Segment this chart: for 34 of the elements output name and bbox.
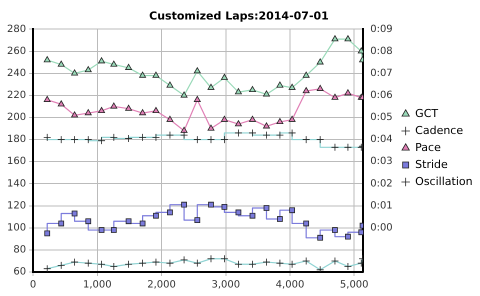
x-tick-label: 4,000 [276,280,304,291]
y-tick-label: 260 [6,46,26,57]
x-tick-label: 5,000 [340,280,369,291]
x-tick-label: 0 [30,280,36,291]
y-tick-label: 240 [6,68,26,79]
y2-tick-label: 0:07 [370,68,393,79]
y-tick-label: 180 [6,134,26,146]
y2-tick-label: 0:06 [370,90,393,102]
y2-tick-label: 0:05 [370,112,393,124]
legend-label: GCT [415,106,438,120]
y2-tick-label: 0:04 [370,134,393,146]
x-tick-label: 2,000 [147,280,176,291]
y2-tick-label: 0:02 [370,178,393,190]
y-tick-label: 60 [13,266,26,278]
y-tick-label: 100 [6,222,26,234]
y2-tick-label: 0:01 [370,200,393,212]
y-tick-label: 120 [6,200,26,212]
chart-title: Customized Laps:2014-07-01 [149,9,329,22]
x-tick-label: 1,000 [82,280,112,291]
y2-tick-label: 0:00 [370,222,393,234]
legend-label: Pace [415,140,442,154]
y-tick-label: 160 [6,156,26,168]
y-tick-label: 80 [13,244,26,256]
legend-label: Oscillation [415,174,473,188]
legend-label: Stride [415,158,448,171]
y-tick-label: 200 [6,112,26,124]
y-tick-label: 280 [6,24,26,35]
legend-label: Cadence [415,124,464,137]
x-tick-label: 3,000 [211,280,240,291]
y-tick-label: 140 [6,178,26,190]
y-tick-label: 220 [6,90,26,102]
y2-tick-label: 0:03 [370,156,393,168]
y2-tick-label: 0:08 [370,46,393,57]
y2-tick-label: 0:09 [370,24,393,35]
